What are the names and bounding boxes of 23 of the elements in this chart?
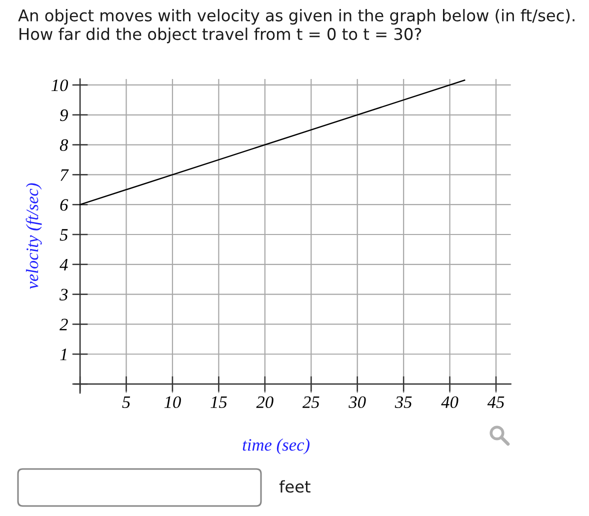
chart-title: An object moves with velocity as given in the graph below (in ft/sec). How far did the object travel from t = 0 to t = 30?: [18, 9, 574, 44]
y-tick-label: 4: [60, 259, 68, 270]
y-tick-label: 6: [60, 199, 68, 211]
x-tick-label: 30: [348, 396, 366, 408]
y-tick-label: 5: [60, 229, 68, 241]
x-tick-label: 40: [441, 396, 458, 408]
text: feet: [279, 480, 310, 493]
x-tick-label: 25: [302, 396, 320, 408]
y-tick-label: 1: [60, 348, 66, 360]
x-tick-label: 20: [256, 396, 274, 408]
x-tick-label: 5: [122, 396, 130, 408]
y-tick-label: 3: [60, 288, 68, 301]
x-tick-label: 35: [394, 396, 412, 408]
y-tick-label: 7: [60, 169, 69, 181]
y-tick-label: 2: [60, 318, 68, 330]
y-axis-title: velocity (ft/sec): [26, 183, 42, 290]
y-tick-label: 9: [60, 109, 68, 122]
x-axis-title: time (sec): [242, 438, 310, 454]
x-tick-label: 45: [487, 396, 504, 408]
y-tick-label: 10: [52, 79, 68, 92]
x-tick-label: 15: [210, 396, 227, 408]
y-tick-label: 8: [60, 139, 68, 151]
x-tick-label: 10: [164, 396, 181, 408]
